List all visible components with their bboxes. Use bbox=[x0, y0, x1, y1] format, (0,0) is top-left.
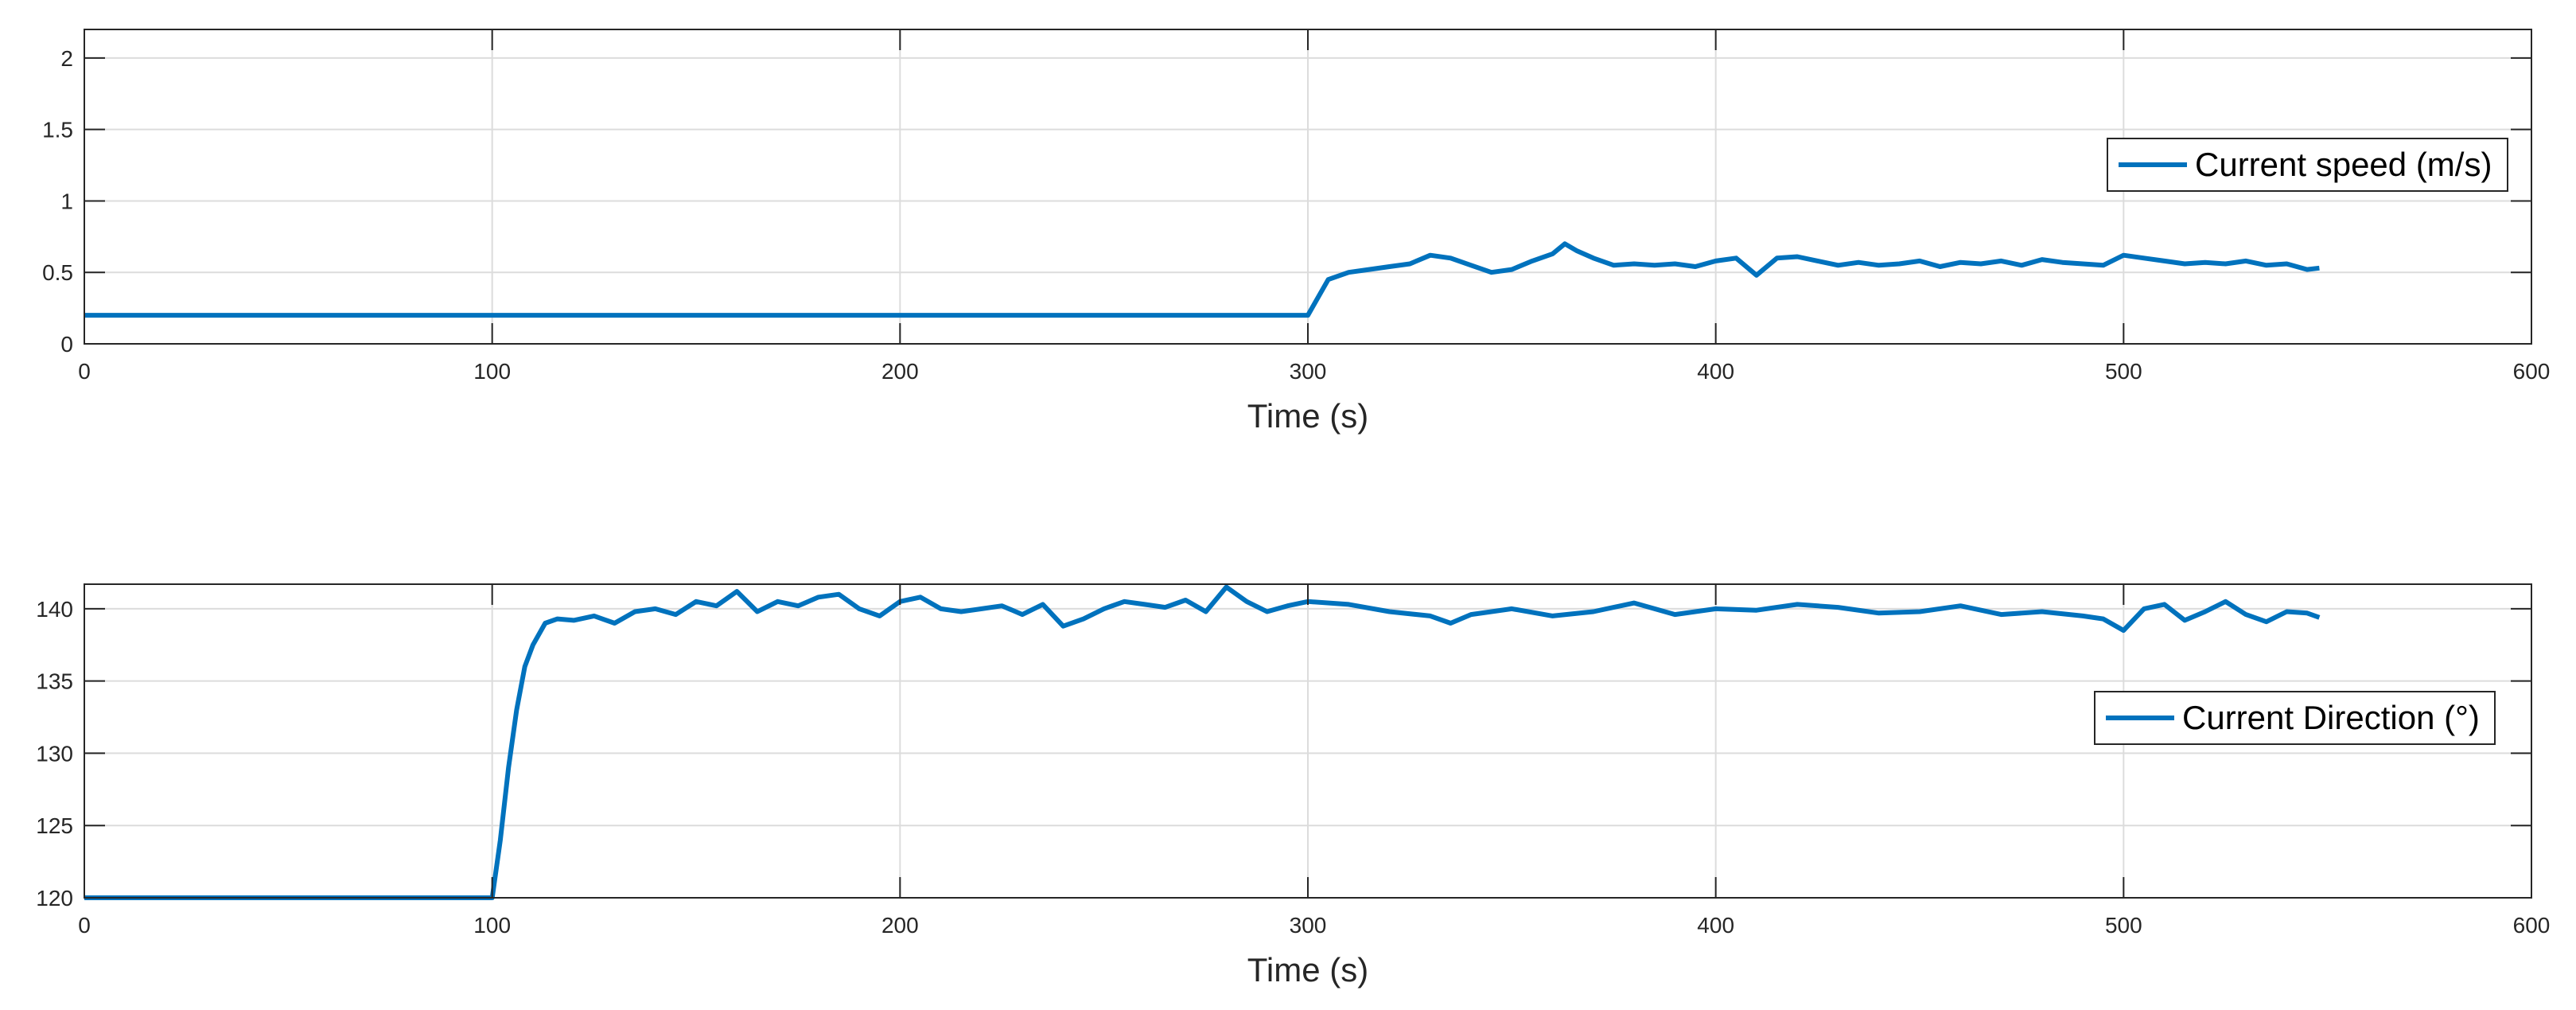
x-tick-label: 500 bbox=[2105, 913, 2142, 938]
x-axis-title: Time (s) bbox=[1247, 951, 1368, 989]
x-tick-label: 400 bbox=[1697, 359, 1734, 384]
y-tick-label: 125 bbox=[36, 813, 73, 838]
x-tick-label: 600 bbox=[2513, 913, 2551, 938]
x-tick-label: 600 bbox=[2513, 359, 2551, 384]
y-tick-label: 140 bbox=[36, 597, 73, 622]
legend-box bbox=[2094, 691, 2496, 745]
x-tick-label: 0 bbox=[78, 359, 91, 384]
legend-entry-label: Current Direction (°) bbox=[2182, 699, 2480, 736]
legend-entry-label: Current speed (m/s) bbox=[2195, 146, 2492, 183]
direction-chart-panel: 0 100 200 300 400 500 600 120 125 130 135 140 Time (… bbox=[36, 583, 2551, 989]
x-tick-label: 200 bbox=[881, 913, 919, 938]
y-tick-label: 135 bbox=[36, 669, 73, 694]
x-tick-label: 400 bbox=[1697, 913, 1734, 938]
x-tick-label: 300 bbox=[1290, 359, 1327, 384]
y-tick-label: 1 bbox=[60, 189, 73, 213]
x-tick-label: 0 bbox=[78, 913, 91, 938]
x-tick-label: 300 bbox=[1290, 913, 1327, 938]
x-axis-title: Time (s) bbox=[1247, 397, 1368, 435]
y-tick-label: 1.5 bbox=[42, 118, 73, 142]
x-tick-label: 100 bbox=[473, 359, 511, 384]
legend: Current Direction (°) bbox=[2094, 691, 2496, 745]
series-line-0 bbox=[84, 584, 2321, 900]
x-tick-label: 500 bbox=[2105, 359, 2142, 384]
y-tick-label: 2 bbox=[60, 46, 73, 71]
speed-chart-panel: 0 100 200 300 400 500 600 0 0.5 1 1.5 2 Time (s) Curr… bbox=[42, 29, 2550, 435]
y-tick-label: 120 bbox=[36, 886, 73, 911]
y-tick-label: 0 bbox=[60, 332, 73, 357]
y-tick-label: 130 bbox=[36, 741, 73, 766]
series-line-0 bbox=[84, 241, 2320, 318]
legend: Current speed (m/s) bbox=[2107, 138, 2508, 192]
x-tick-label: 200 bbox=[881, 359, 919, 384]
x-tick-label: 100 bbox=[473, 913, 511, 938]
y-tick-label: 0.5 bbox=[42, 260, 73, 285]
